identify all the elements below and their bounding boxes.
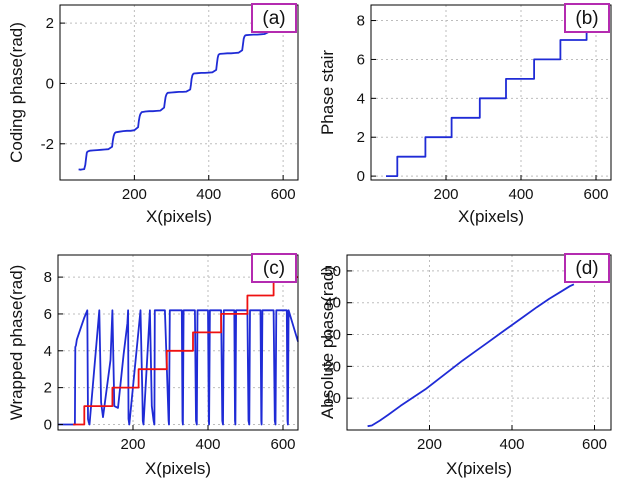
x-axis-label: X(pixels) — [458, 207, 524, 226]
x-tick-label: 200 — [122, 186, 147, 203]
x-tick-label: 600 — [582, 436, 607, 453]
series-line-1 — [386, 28, 588, 178]
chart-panel-2: 200 400 600 0 2 4 6 8 X(pixels) Phase stair (b) — [318, 3, 612, 226]
series-line-1 — [78, 16, 276, 171]
panel-tag-label: (c) — [263, 258, 285, 279]
chart-panel-1: 200 400 600 -2 0 2 X(pixels) Coding phase(rad) (… — [7, 3, 299, 226]
axes-frame — [57, 254, 299, 431]
x-tick-label: 600 — [270, 436, 295, 453]
y-tick-label: 50 — [324, 263, 341, 280]
x-axis-label: X(pixels) — [145, 459, 211, 478]
y-tick-label: 6 — [357, 51, 365, 68]
y-tick-label: 0 — [44, 416, 52, 433]
x-tick-label: 400 — [499, 436, 524, 453]
chart-panel-3: 200 400 600 0 2 4 6 8 X(pixels) Wrapped phase(rad… — [7, 253, 299, 478]
chart-panel-4: 200 400 600 10 20 30 40 50 X(pixels) Absolute pha… — [318, 253, 612, 478]
y-tick-label: 30 — [324, 327, 341, 344]
series-line-1 — [367, 283, 575, 428]
series-line-1 — [58, 309, 299, 426]
y-tick-label: 8 — [357, 13, 365, 30]
y-axis-label: Wrapped phase(rad) — [7, 265, 26, 421]
x-tick-label: 200 — [417, 436, 442, 453]
y-axis-label: Phase stair — [318, 50, 337, 135]
x-axis-label: X(pixels) — [146, 207, 212, 226]
x-axis-label: X(pixels) — [446, 459, 512, 478]
y-tick-label: 2 — [357, 129, 365, 146]
y-tick-label: 4 — [357, 90, 365, 107]
x-tick-label: 400 — [196, 186, 221, 203]
y-tick-label: 6 — [44, 306, 52, 323]
axes-frame — [370, 4, 612, 181]
panel-tag-box — [564, 253, 610, 283]
panel-tag-box — [251, 3, 297, 33]
y-tick-label: 2 — [44, 380, 52, 397]
axes-frame — [59, 4, 299, 181]
y-axis-label: Absolute phase(rad) — [318, 266, 337, 419]
x-tick-label: 200 — [120, 436, 145, 453]
x-tick-label: 600 — [271, 186, 296, 203]
y-tick-label: 0 — [357, 168, 365, 185]
panel-tag-box — [251, 253, 297, 283]
panel-tag-label: (b) — [575, 8, 598, 29]
y-tick-label: 8 — [44, 269, 52, 286]
y-tick-label: 2 — [46, 15, 54, 32]
x-tick-label: 400 — [508, 186, 533, 203]
y-tick-label: 10 — [324, 390, 341, 407]
axes-frame — [346, 254, 612, 431]
y-tick-label: -2 — [41, 136, 54, 153]
y-tick-label: 40 — [324, 295, 341, 312]
x-tick-label: 600 — [583, 186, 608, 203]
panel-tag-label: (d) — [575, 258, 598, 279]
y-axis-label: Coding phase(rad) — [7, 22, 26, 163]
y-tick-label: 20 — [324, 358, 341, 375]
y-tick-label: 0 — [46, 75, 54, 92]
panel-tag-box — [564, 3, 610, 33]
y-tick-label: 4 — [44, 343, 52, 360]
x-tick-label: 400 — [195, 436, 220, 453]
panel-tag-label: (a) — [262, 8, 285, 29]
series-line-2 — [73, 276, 298, 426]
x-tick-label: 200 — [433, 186, 458, 203]
